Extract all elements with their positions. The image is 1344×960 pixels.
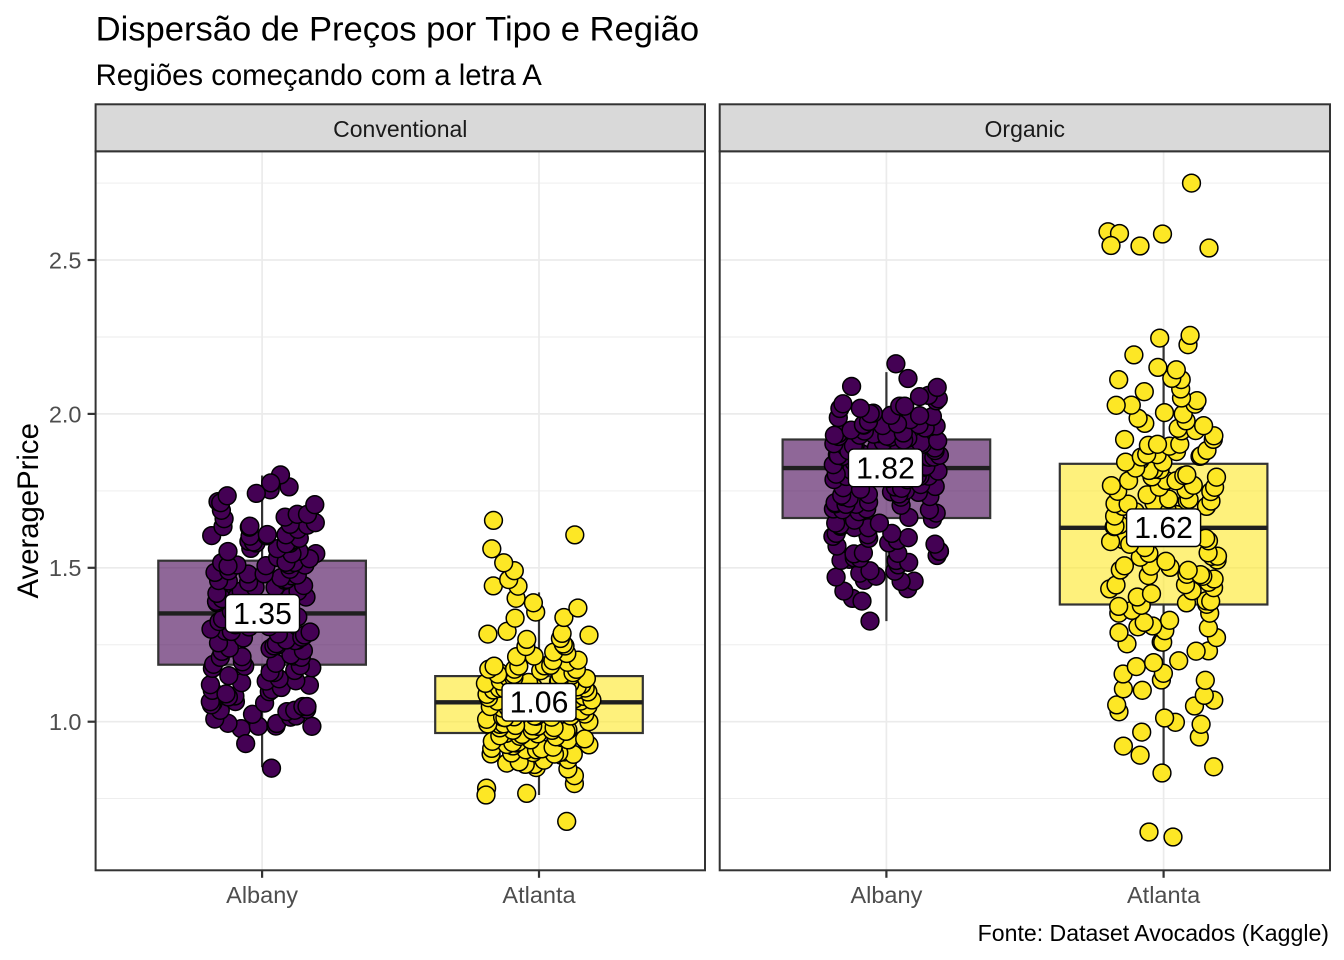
svg-text:AveragePrice: AveragePrice [12, 423, 45, 598]
svg-text:Albany: Albany [226, 882, 298, 908]
svg-text:Regiões começando com a letra: Regiões começando com a letra A [96, 59, 543, 92]
svg-text:1.62: 1.62 [1134, 512, 1193, 545]
svg-text:Atlanta: Atlanta [502, 882, 576, 908]
svg-text:2.5: 2.5 [49, 247, 82, 273]
svg-text:Dispersão de Preços por Tipo e: Dispersão de Preços por Tipo e Região [96, 11, 700, 49]
svg-text:2.0: 2.0 [49, 401, 82, 427]
svg-text:1.0: 1.0 [49, 709, 82, 735]
svg-text:Atlanta: Atlanta [1127, 882, 1201, 908]
svg-text:Albany: Albany [850, 882, 922, 908]
svg-text:Organic: Organic [985, 116, 1066, 142]
svg-text:Fonte: Dataset Avocados (Kaggl: Fonte: Dataset Avocados (Kaggle) [978, 920, 1329, 946]
svg-text:1.82: 1.82 [856, 452, 915, 485]
svg-text:1.5: 1.5 [49, 555, 82, 581]
svg-text:1.35: 1.35 [233, 598, 292, 631]
svg-text:1.06: 1.06 [510, 687, 569, 720]
svg-text:Conventional: Conventional [333, 116, 467, 142]
